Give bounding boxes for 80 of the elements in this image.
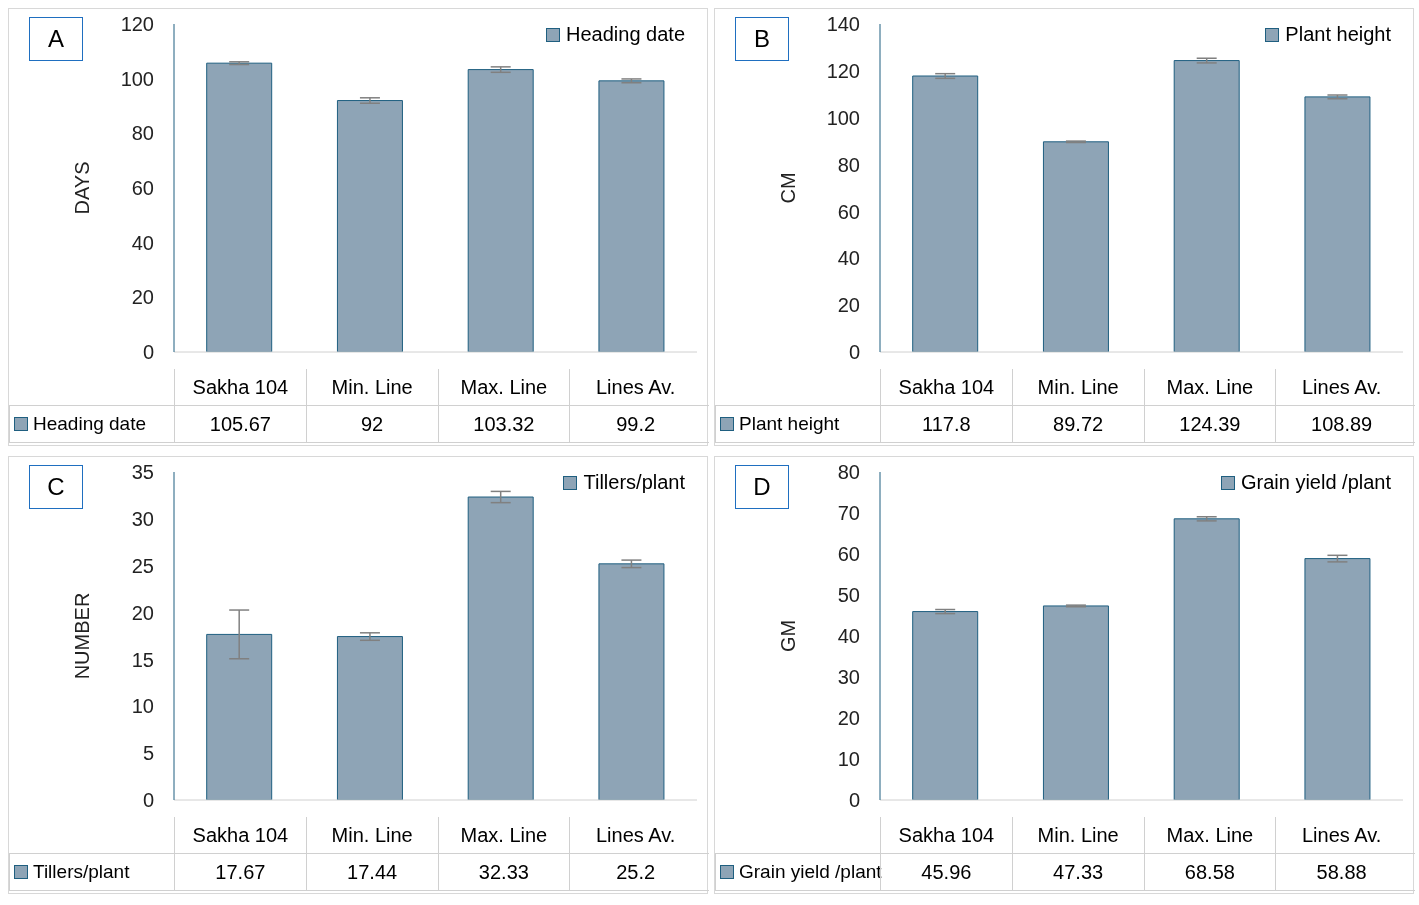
y-tick-label: 35 (131, 461, 154, 484)
data-label: 17.67 (174, 854, 306, 890)
y-axis-title: NUMBER (70, 592, 93, 680)
data-label: 105.67 (174, 406, 306, 442)
y-axis-title: CM (776, 172, 799, 204)
x-tick-label: Sakha 104 (174, 369, 306, 405)
text: C (29, 465, 83, 509)
y-tick-label: 30 (837, 666, 860, 689)
text: A (29, 17, 83, 61)
x-tick-label: Min. Line (1011, 369, 1144, 405)
x-tick-label: Max. Line (437, 369, 570, 405)
data-label: 32.33 (437, 854, 570, 890)
data-label: 103.32 (437, 406, 570, 442)
text: D (735, 465, 789, 509)
y-tick-label: 20 (837, 294, 860, 317)
y-tick-label: 0 (142, 789, 154, 812)
data-label: 47.33 (1011, 854, 1144, 890)
text: Tillers/plant (33, 861, 130, 882)
legend-label: Plant height (1285, 23, 1391, 46)
data-label: 89.72 (1011, 406, 1144, 442)
y-axis-title: DAYS (70, 161, 93, 215)
y-tick-label: 80 (131, 122, 154, 145)
data-label: 117.8 (880, 406, 1012, 442)
y-tick-label: 0 (848, 789, 860, 812)
data-label: 25.2 (569, 854, 701, 890)
y-tick-label: 60 (837, 543, 860, 566)
y-tick-label: 80 (837, 153, 860, 176)
y-tick-label: 120 (120, 13, 154, 36)
y-tick-label: 40 (131, 231, 154, 254)
x-tick-label: Lines Av. (1275, 369, 1407, 405)
text: Heading date (33, 413, 147, 434)
y-tick-label: 100 (826, 106, 860, 129)
data-label: 45.96 (880, 854, 1012, 890)
legend-label: Tillers/plant (583, 471, 685, 494)
y-tick-label: 60 (131, 177, 154, 200)
y-tick-label: 80 (837, 461, 860, 484)
y-tick-label: 0 (848, 341, 860, 364)
y-tick-label: 40 (837, 247, 860, 270)
y-axis-title: GM (776, 619, 799, 653)
x-tick-label: Min. Line (305, 369, 438, 405)
x-tick-label: Min. Line (305, 817, 438, 853)
legend-label: Grain yield /plant (1240, 471, 1391, 494)
y-tick-label: 120 (826, 59, 860, 82)
x-tick-label: Lines Av. (1275, 817, 1407, 853)
y-tick-label: 15 (131, 648, 154, 671)
y-tick-label: 10 (131, 695, 154, 718)
x-tick-label: Sakha 104 (880, 369, 1012, 405)
y-tick-label: 30 (131, 507, 154, 530)
y-tick-label: 10 (837, 748, 860, 771)
y-tick-label: 20 (131, 286, 154, 309)
y-tick-label: 60 (837, 200, 860, 223)
data-label: 124.39 (1143, 406, 1276, 442)
text: B (735, 17, 789, 61)
x-tick-label: Sakha 104 (174, 817, 306, 853)
y-tick-label: 40 (837, 625, 860, 648)
y-tick-label: 50 (837, 584, 860, 607)
data-label: 108.89 (1275, 406, 1407, 442)
x-tick-label: Max. Line (1143, 817, 1276, 853)
data-label: 92 (305, 406, 438, 442)
x-tick-label: Lines Av. (569, 369, 701, 405)
text: Grain yield /plant (739, 861, 882, 882)
data-label: 99.2 (569, 406, 701, 442)
data-label: 17.44 (305, 854, 438, 890)
x-tick-label: Lines Av. (569, 817, 701, 853)
y-tick-label: 25 (131, 554, 154, 577)
legend-label: Heading date (566, 23, 685, 46)
y-tick-label: 20 (131, 601, 154, 624)
x-tick-label: Max. Line (437, 817, 570, 853)
text: Plant height (739, 413, 840, 434)
y-tick-label: 140 (826, 13, 860, 36)
y-tick-label: 0 (142, 341, 154, 364)
y-tick-label: 20 (837, 707, 860, 730)
x-tick-label: Min. Line (1011, 817, 1144, 853)
y-tick-label: 70 (837, 502, 860, 525)
x-tick-label: Sakha 104 (880, 817, 1012, 853)
y-tick-label: 100 (120, 67, 154, 90)
x-tick-label: Max. Line (1143, 369, 1276, 405)
y-tick-label: 5 (142, 742, 154, 765)
data-label: 68.58 (1143, 854, 1276, 890)
data-label: 58.88 (1275, 854, 1407, 890)
